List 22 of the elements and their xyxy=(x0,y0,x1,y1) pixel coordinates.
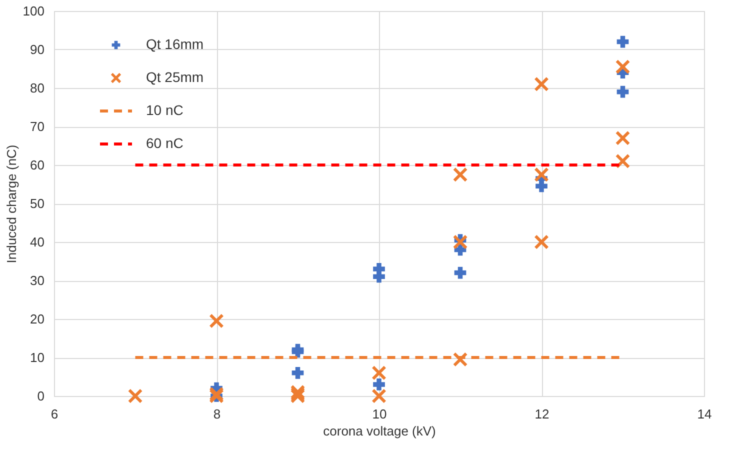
y-tick-label: 30 xyxy=(30,273,44,288)
y-tick-label: 50 xyxy=(30,196,44,211)
x-tick-label: 8 xyxy=(213,406,221,422)
y-axis-title: Induced charge (nC) xyxy=(4,144,19,264)
y-tick-label: 20 xyxy=(30,312,44,326)
x-tick-label: 12 xyxy=(534,406,550,422)
y-tick-label: 100 xyxy=(22,4,44,18)
legend-label: 60 nC xyxy=(146,135,184,151)
y-tick-label: 90 xyxy=(30,42,44,57)
x-tick-label: 6 xyxy=(50,406,58,422)
x-axis-title: corona voltage (kV) xyxy=(323,424,436,438)
legend-label: Qt 16mm xyxy=(146,36,204,52)
y-tick-label: 10 xyxy=(30,350,44,365)
y-tick-label: 80 xyxy=(30,80,44,96)
y-tick-label: 60 xyxy=(30,158,44,172)
y-tick-label: 0 xyxy=(37,388,44,404)
x-tick-label: 10 xyxy=(372,406,387,422)
x-tick-label: 14 xyxy=(697,406,712,422)
legend-label: 10 nC xyxy=(146,102,184,118)
y-tick-label: 40 xyxy=(30,234,44,250)
legend-label: Qt 25mm xyxy=(146,69,204,85)
y-tick-label: 70 xyxy=(30,119,44,134)
